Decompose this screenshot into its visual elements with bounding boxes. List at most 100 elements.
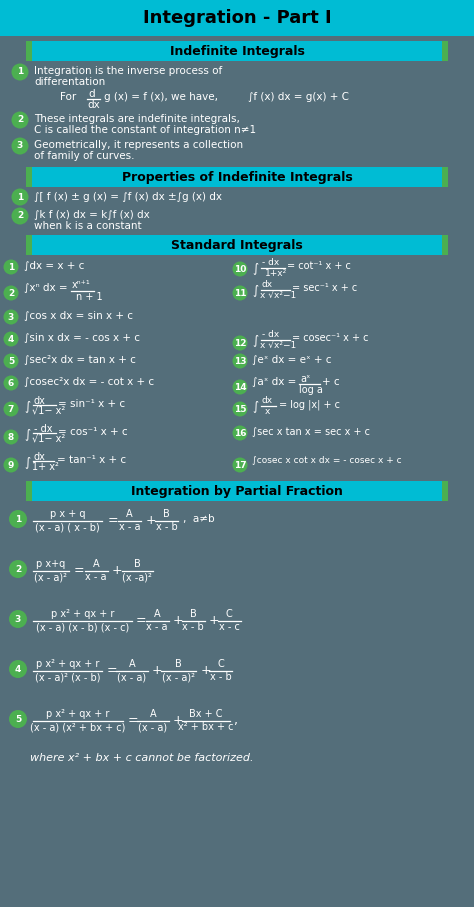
Text: A: A xyxy=(150,709,156,719)
Text: =: = xyxy=(136,614,146,627)
Circle shape xyxy=(11,63,28,81)
Text: ∫[ f (x) ± g (x) = ∫f (x) dx ±∫g (x) dx: ∫[ f (x) ± g (x) = ∫f (x) dx ±∫g (x) dx xyxy=(34,192,222,202)
Text: 2: 2 xyxy=(15,564,21,573)
Bar xyxy=(442,481,448,501)
Bar xyxy=(442,41,448,61)
Text: B: B xyxy=(164,509,170,519)
Bar xyxy=(32,167,442,187)
Text: 14: 14 xyxy=(234,383,246,392)
Text: x - a: x - a xyxy=(146,622,168,632)
Text: +: + xyxy=(145,514,156,527)
Text: = cosec⁻¹ x + c: = cosec⁻¹ x + c xyxy=(292,333,368,343)
Text: (x - a)²: (x - a)² xyxy=(34,572,67,582)
Text: log a: log a xyxy=(299,385,323,395)
Circle shape xyxy=(3,375,18,391)
Text: 1+ x²: 1+ x² xyxy=(32,462,59,472)
Text: ∫k f (x) dx = k∫f (x) dx: ∫k f (x) dx = k∫f (x) dx xyxy=(34,210,150,220)
Circle shape xyxy=(3,309,18,325)
Text: =: = xyxy=(73,564,84,577)
Text: (x - a) (x - b) (x - c): (x - a) (x - b) (x - c) xyxy=(36,622,129,632)
Circle shape xyxy=(233,379,247,395)
Text: = sec⁻¹ x + c: = sec⁻¹ x + c xyxy=(292,283,357,293)
Text: ∫: ∫ xyxy=(252,333,258,346)
Text: Integration is the inverse process of: Integration is the inverse process of xyxy=(34,66,222,76)
Circle shape xyxy=(233,457,247,473)
Text: 5: 5 xyxy=(15,715,21,724)
Circle shape xyxy=(233,425,247,441)
Text: 2: 2 xyxy=(17,211,23,220)
Text: These integrals are indefinite integrals,: These integrals are indefinite integrals… xyxy=(34,114,240,124)
Text: - dx: - dx xyxy=(262,258,279,267)
Text: 2: 2 xyxy=(17,115,23,124)
Text: 1: 1 xyxy=(15,514,21,523)
Circle shape xyxy=(3,286,18,300)
Text: 17: 17 xyxy=(234,461,246,470)
Text: C: C xyxy=(226,609,232,619)
Text: 1: 1 xyxy=(17,67,23,76)
Text: x - c: x - c xyxy=(219,622,239,632)
Text: =: = xyxy=(107,514,118,527)
Circle shape xyxy=(3,402,18,416)
Circle shape xyxy=(9,660,27,678)
Text: p x² + qx + r: p x² + qx + r xyxy=(36,659,99,669)
Bar xyxy=(442,235,448,255)
Circle shape xyxy=(233,402,247,416)
Text: aˣ: aˣ xyxy=(300,374,310,384)
Text: = cot⁻¹ x + c: = cot⁻¹ x + c xyxy=(287,261,351,271)
Text: ,  a≠b: , a≠b xyxy=(183,514,215,524)
Circle shape xyxy=(11,208,28,225)
Text: C is called the constant of integration n≠1: C is called the constant of integration … xyxy=(34,125,256,135)
Bar xyxy=(32,235,442,255)
Bar xyxy=(442,167,448,187)
Text: =: = xyxy=(127,714,138,727)
Bar xyxy=(0,0,474,36)
Text: n + 1: n + 1 xyxy=(76,292,103,302)
Circle shape xyxy=(233,336,247,350)
Text: dx: dx xyxy=(262,280,273,289)
Circle shape xyxy=(11,189,28,206)
Text: ∫cosec²x dx = - cot x + c: ∫cosec²x dx = - cot x + c xyxy=(24,377,154,387)
Text: x √x²−1: x √x²−1 xyxy=(260,341,296,350)
Text: 1: 1 xyxy=(17,192,23,201)
Text: 4: 4 xyxy=(15,665,21,674)
Text: √1− x²: √1− x² xyxy=(32,434,65,444)
Text: Standard Integrals: Standard Integrals xyxy=(171,239,303,251)
Text: A: A xyxy=(128,659,135,669)
Text: x: x xyxy=(265,407,270,416)
Text: 12: 12 xyxy=(234,338,246,347)
Text: ,: , xyxy=(234,714,238,727)
Text: C: C xyxy=(217,659,224,669)
Text: x - b: x - b xyxy=(182,622,204,632)
Bar xyxy=(32,481,442,501)
Bar xyxy=(26,235,32,255)
Text: xⁿ⁺¹: xⁿ⁺¹ xyxy=(72,280,91,290)
Text: (x - a) (x² + bx + c): (x - a) (x² + bx + c) xyxy=(30,722,126,732)
Circle shape xyxy=(3,259,18,275)
Text: Integration by Partial Fraction: Integration by Partial Fraction xyxy=(131,484,343,498)
Text: 3: 3 xyxy=(17,141,23,151)
Text: Integration - Part I: Integration - Part I xyxy=(143,9,331,27)
Text: = sin⁻¹ x + c: = sin⁻¹ x + c xyxy=(58,399,125,409)
Text: (x - a)² (x - b): (x - a)² (x - b) xyxy=(35,672,100,682)
Text: ∫dx = x + c: ∫dx = x + c xyxy=(24,261,84,271)
Text: Indefinite Integrals: Indefinite Integrals xyxy=(170,44,304,57)
Text: = tan⁻¹ x + c: = tan⁻¹ x + c xyxy=(57,455,126,465)
Text: +: + xyxy=(173,714,183,727)
Text: =: = xyxy=(106,664,117,677)
Bar xyxy=(32,41,442,61)
Text: p x² + qx + r: p x² + qx + r xyxy=(51,609,114,619)
Text: (x - a): (x - a) xyxy=(118,672,146,682)
Text: ∫sin x dx = - cos x + c: ∫sin x dx = - cos x + c xyxy=(24,333,140,343)
Text: p x+q: p x+q xyxy=(36,559,65,569)
Text: (x - a) ( x - b): (x - a) ( x - b) xyxy=(35,522,100,532)
Text: ∫: ∫ xyxy=(24,455,30,468)
Text: For: For xyxy=(60,92,76,102)
Text: 7: 7 xyxy=(8,405,14,414)
Text: Geometrically, it represents a collection: Geometrically, it represents a collectio… xyxy=(34,140,243,150)
Text: differentation: differentation xyxy=(34,77,105,87)
Circle shape xyxy=(3,430,18,444)
Bar xyxy=(26,167,32,187)
Text: ∫aˣ dx =: ∫aˣ dx = xyxy=(252,377,296,387)
Text: A: A xyxy=(127,509,133,519)
Circle shape xyxy=(233,261,247,277)
